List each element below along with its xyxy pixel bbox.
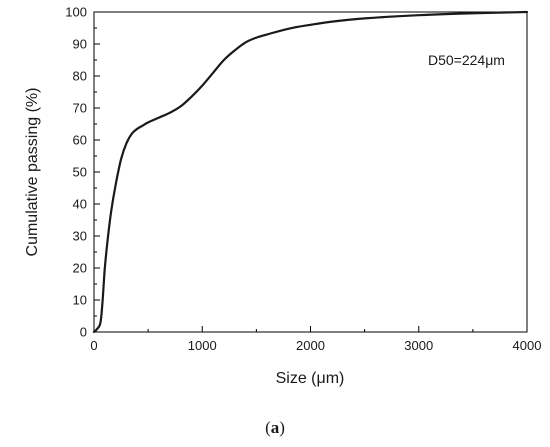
x-tick-label: 2000 [296,338,325,353]
d50-annotation: D50=224μm [428,52,505,68]
x-axis-title: Size (μm) [276,370,345,387]
y-tick-label: 100 [65,5,87,20]
y-tick-label: 40 [73,197,87,212]
y-tick-label: 90 [73,37,87,52]
y-tick-label: 0 [80,325,87,340]
y-tick-label: 80 [73,69,87,84]
y-tick-label: 50 [73,165,87,180]
y-tick-label: 20 [73,261,87,276]
figure-caption: (a) [265,418,285,437]
caption-letter: a [270,418,280,437]
x-tick-label: 4000 [513,338,542,353]
y-axis-title: Cumulative passing (%) [24,88,41,257]
cumulative-passing-line [92,10,529,334]
x-axis: 0 1000 2000 3000 4000 [90,326,541,353]
chart: 0 1000 2000 3000 4000 0 10 20 30 40 50 60 70 80 90 100… [24,5,541,388]
x-tick-label: 3000 [404,338,433,353]
y-tick-label: 10 [73,293,87,308]
x-tick-label: 0 [90,338,97,353]
y-tick-label: 70 [73,101,87,116]
y-tick-label: 30 [73,229,87,244]
x-tick-label: 1000 [188,338,217,353]
y-tick-label: 60 [73,133,87,148]
y-axis: 0 10 20 30 40 50 60 70 80 90 100 [65,5,100,340]
